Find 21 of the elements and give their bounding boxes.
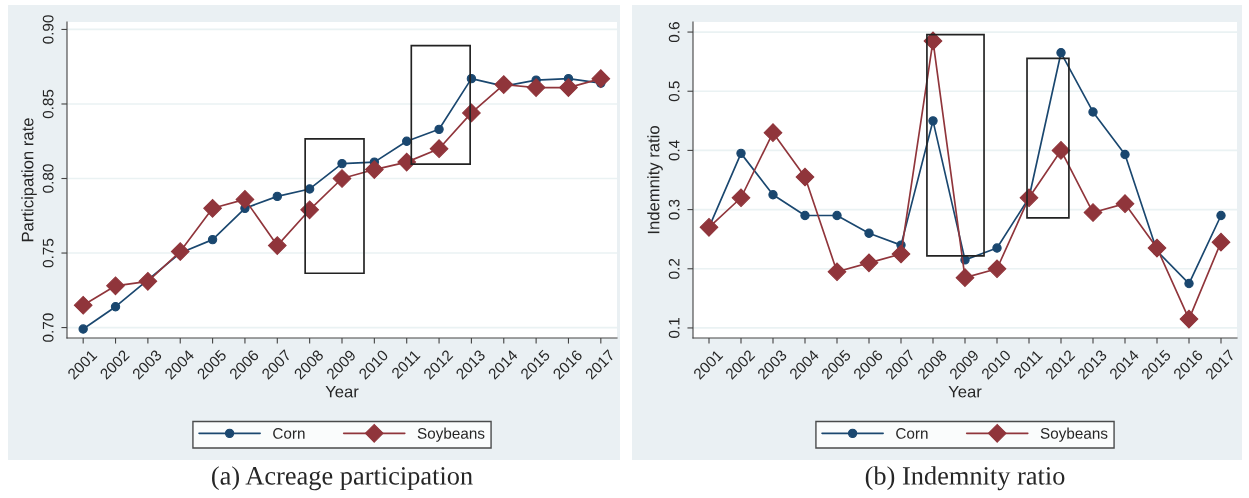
y-tick-label: 0.5 [668,81,680,102]
y-tick-label: 0.4 [668,140,680,161]
x-axis-title: Year [325,385,359,398]
y-tick-label: 0.80 [42,164,54,193]
legend-label: Corn [273,427,305,439]
y-tick-label: 0.6 [668,22,680,43]
legend-label: Soybeans [1040,427,1108,442]
y-tick-label: 0.85 [42,89,54,119]
y-axis-title: Participation rate [21,118,37,242]
legend-label: Corn [896,427,928,439]
y-tick-label: 0.75 [42,238,54,268]
x-axis-title: Year [948,385,982,398]
legend-label: Soybeans [417,427,485,442]
y-tick-label: 0.2 [668,258,680,279]
text: (a) Acreage participation [212,466,473,491]
y-tick-label: 0.1 [668,318,680,338]
y-tick-label: 0.90 [42,15,54,44]
text: (b) Indemnity ratio [865,466,1065,491]
y-axis-title: Indemnity ratio [647,126,663,234]
y-tick-label: 0.70 [42,313,54,342]
y-tick-label: 0.3 [668,199,680,220]
